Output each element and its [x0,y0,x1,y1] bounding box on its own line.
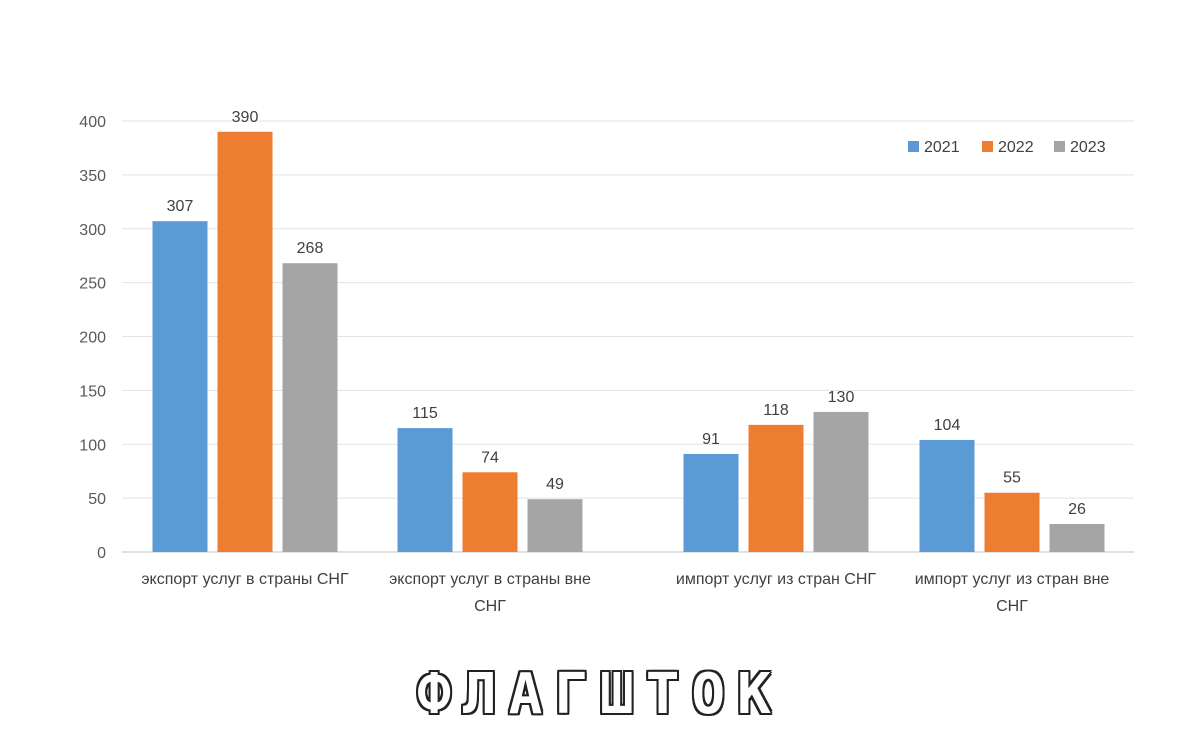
data-label: 26 [1068,501,1086,518]
bar-2022-0 [217,131,273,552]
legend-label: 2022 [998,139,1034,156]
bar-2021-3 [919,439,975,552]
y-axis: 0 50 100 150 200 250 300 350 400 [79,114,106,562]
legend-swatch [908,141,919,152]
data-labels: 307 115 91 104 390 74 118 55 268 49 130 26 [167,109,1086,518]
category-labels: экспорт услуг в страны СНГ экспорт услуг … [141,571,1109,615]
legend-label: 2021 [924,139,960,156]
y-tick-label: 250 [79,276,106,293]
bar-2021-2 [683,453,739,552]
category-label: импорт услуг из стран вне [915,571,1110,588]
data-label: 104 [934,417,961,434]
category-label: СНГ [474,598,506,615]
data-label: 55 [1003,470,1021,487]
bar-2023-1 [527,499,583,552]
bar-2021-1 [397,428,453,552]
y-tick-label: 50 [88,491,106,508]
bar-2023-0 [282,263,338,552]
watermark-logo: ФЛАГШТОК [417,662,783,727]
data-label: 307 [167,198,194,215]
category-label: экспорт услуг в страны СНГ [141,571,349,588]
y-tick-label: 400 [79,114,106,131]
y-tick-label: 200 [79,330,106,347]
y-tick-label: 0 [97,545,106,562]
category-label: экспорт услуг в страны вне [389,571,591,588]
legend-swatch [982,141,993,152]
data-label: 118 [763,402,789,419]
y-tick-label: 100 [79,437,106,454]
bar-2023-3 [1049,523,1105,552]
data-label: 130 [828,389,855,406]
bar-2022-2 [748,424,804,552]
data-label: 268 [297,240,324,257]
legend: 2021 2022 2023 [908,139,1106,156]
legend-label: 2023 [1070,139,1106,156]
y-tick-label: 300 [79,222,106,239]
data-label: 91 [702,431,720,448]
bar-2022-3 [984,492,1040,552]
data-label: 390 [232,109,259,126]
bar-2022-1 [462,472,518,552]
data-label: 115 [412,405,438,422]
y-tick-label: 150 [79,383,106,400]
data-label: 49 [546,476,564,493]
category-label: импорт услуг из стран СНГ [676,571,876,588]
data-label: 74 [481,449,499,466]
gridlines [122,120,1134,553]
bar-2023-2 [813,411,869,552]
bar-2021-0 [152,221,208,552]
category-label: СНГ [996,598,1028,615]
bars [152,131,1105,552]
y-tick-label: 350 [79,168,106,185]
legend-swatch [1054,141,1065,152]
